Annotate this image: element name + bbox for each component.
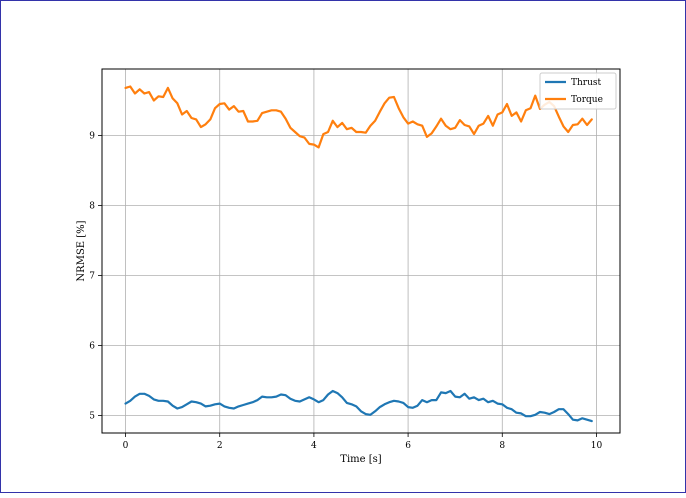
axis-ticks: 0 2 4 6 8 10 5 6 7 8 9 (89, 132, 602, 452)
y-tick-label: 7 (89, 272, 95, 282)
x-tick-label: 4 (311, 441, 317, 451)
y-tick-label: 9 (89, 132, 95, 142)
x-tick-label: 2 (217, 441, 223, 451)
x-axis-label: Time [s] (340, 454, 381, 465)
series-lines (124, 85, 593, 423)
y-tick-label: 6 (89, 342, 95, 352)
y-tick-label: 8 (89, 202, 95, 212)
x-tick-label: 6 (405, 441, 411, 451)
y-axis-label: NRMSE [%] (76, 220, 87, 281)
series-line-torque (124, 85, 593, 149)
y-tick-label: 5 (89, 412, 95, 422)
x-tick-label: 10 (591, 441, 603, 451)
axes-frame (101, 68, 621, 434)
legend-label-torque: Torque (571, 95, 603, 105)
x-tick-label: 0 (123, 441, 129, 451)
x-tick-label: 8 (499, 441, 505, 451)
series-line-thrust (124, 389, 593, 423)
legend: Thrust Torque (539, 72, 617, 110)
legend-label-thrust: Thrust (571, 78, 602, 88)
